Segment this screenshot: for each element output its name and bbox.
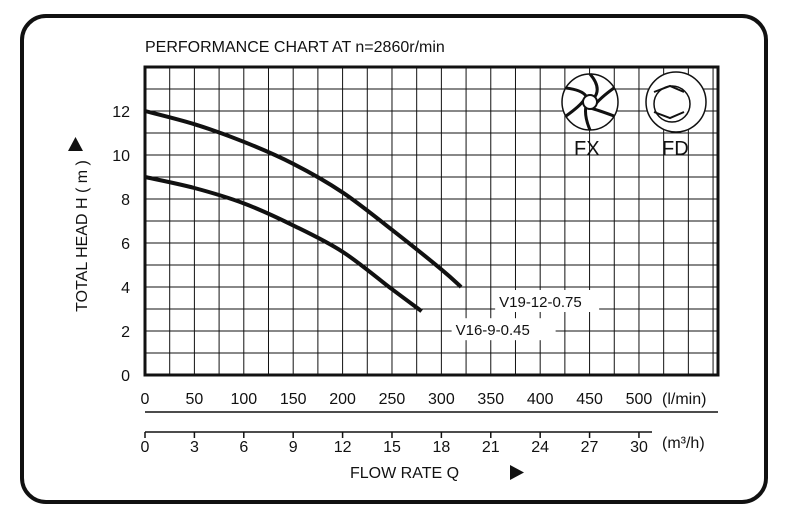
y-tick-label: 2 <box>121 324 130 341</box>
x2-tick-label: 6 <box>239 439 248 456</box>
x2-tick-label: 15 <box>383 439 401 456</box>
y-tick-label: 0 <box>121 368 130 385</box>
series-label-1: V16-9-0.45 <box>456 322 530 339</box>
x-tick-label: 350 <box>477 391 504 408</box>
fd-impeller-icon <box>645 71 707 133</box>
x-tick-label: 400 <box>527 391 554 408</box>
fx-impeller-icon <box>561 73 619 131</box>
y-tick-label: 4 <box>121 280 130 297</box>
series-line-1 <box>144 175 423 313</box>
x-tick-label: 50 <box>185 391 203 408</box>
x2-tick-label: 24 <box>531 439 549 456</box>
series-label-0: V19-12-0.75 <box>499 294 582 311</box>
x2-tick-label: 0 <box>141 439 150 456</box>
x2-tick-label: 27 <box>581 439 599 456</box>
x-unit-m3h: (m³/h) <box>662 435 705 452</box>
x-tick-label: 300 <box>428 391 455 408</box>
up-triangle-icon <box>68 137 83 151</box>
x-tick-label: 150 <box>280 391 307 408</box>
y-axis-title-group: TOTAL HEAD H ( m ) <box>74 160 91 312</box>
y-tick-label: 10 <box>112 148 130 165</box>
x-axis-title: FLOW RATE Q <box>350 465 459 482</box>
chart-grid <box>145 67 718 375</box>
x2-tick-label: 21 <box>482 439 500 456</box>
fx-label: FX <box>574 138 600 160</box>
x-unit-lmin: (l/min) <box>662 391 706 408</box>
y-tick-label: 12 <box>112 104 130 121</box>
x2-tick-label: 9 <box>289 439 298 456</box>
y-tick-label: 8 <box>121 192 130 209</box>
plot-border <box>143 65 720 377</box>
x-tick-label: 100 <box>230 391 257 408</box>
series-layer: V19-12-0.75 V16-9-0.45 <box>144 109 600 341</box>
y-tick-label: 6 <box>121 236 130 253</box>
y-axis-title: TOTAL HEAD H ( m ) <box>74 160 91 312</box>
x-tick-label: 450 <box>576 391 603 408</box>
x-tick-label: 0 <box>141 391 150 408</box>
fd-label: FD <box>662 138 689 160</box>
series-label-bg <box>495 290 600 312</box>
x-tick-label: 200 <box>329 391 356 408</box>
x2-tick-label: 18 <box>432 439 450 456</box>
x-tick-label: 500 <box>626 391 653 408</box>
series-line-0 <box>144 109 463 289</box>
chart-title: PERFORMANCE CHART AT n=2860r/min <box>145 39 445 56</box>
m3h-tick-marks <box>144 432 640 438</box>
x2-tick-label: 3 <box>190 439 199 456</box>
x-tick-label: 250 <box>379 391 406 408</box>
series-label-bg <box>451 318 556 341</box>
x2-tick-label: 30 <box>630 439 648 456</box>
right-triangle-icon <box>510 465 524 480</box>
x2-tick-label: 12 <box>334 439 352 456</box>
